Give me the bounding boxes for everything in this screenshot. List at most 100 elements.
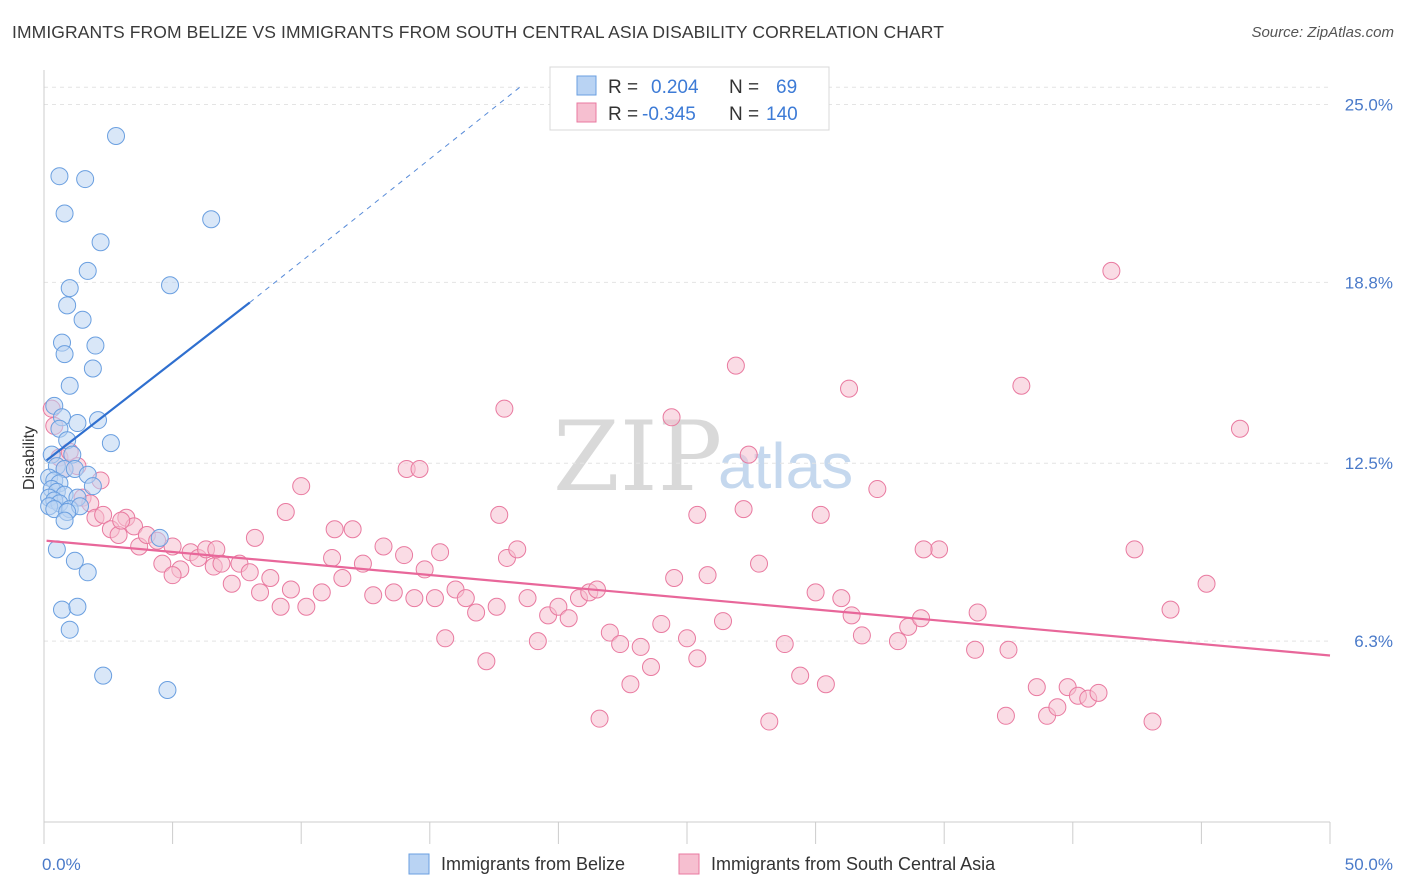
data-point-south-central-asia (600, 623, 619, 642)
y-tick-label: 6.3% (1354, 632, 1393, 651)
data-point-south-central-asia (276, 503, 295, 522)
series-south-central-asia (42, 261, 1249, 731)
data-point-south-central-asia (590, 709, 609, 728)
bottom-legend-label-south-central-asia: Immigrants from South Central Asia (711, 854, 996, 874)
data-point-south-central-asia (775, 635, 794, 654)
data-point-belize (68, 414, 87, 433)
legend-r-value-1: 0.204 (651, 77, 699, 98)
chart-title: IMMIGRANTS FROM BELIZE VS IMMIGRANTS FRO… (12, 22, 944, 42)
data-point-south-central-asia (495, 399, 514, 418)
data-point-belize (161, 276, 180, 295)
data-point-south-central-asia (760, 712, 779, 731)
data-point-south-central-asia (1143, 712, 1162, 731)
y-axis-label: Disability (21, 426, 38, 490)
data-point-south-central-asia (631, 637, 650, 656)
data-point-south-central-asia (968, 603, 987, 622)
legend-swatch-pink (576, 102, 597, 123)
data-point-south-central-asia (852, 626, 871, 645)
data-point-south-central-asia (842, 606, 861, 625)
data-point-south-central-asia (240, 563, 259, 582)
data-point-south-central-asia (163, 566, 182, 585)
trend-line-south-central-asia (46, 539, 1331, 657)
y-tick-label: 12.5% (1345, 454, 1393, 473)
data-point-south-central-asia (431, 543, 450, 562)
data-point-south-central-asia (374, 537, 393, 556)
data-point-south-central-asia (490, 505, 509, 524)
data-point-south-central-asia (714, 612, 733, 631)
data-point-south-central-asia (477, 652, 496, 671)
axes (43, 70, 1331, 844)
y-tick-label: 18.8% (1345, 273, 1393, 292)
data-point-south-central-asia (384, 583, 403, 602)
bottom-legend: Immigrants from Belize Immigrants from S… (408, 853, 996, 875)
data-point-south-central-asia (996, 706, 1015, 725)
x-tick-label-max: 50.0% (1345, 855, 1393, 874)
legend-n-value-2: 140 (766, 104, 798, 125)
data-point-belize (73, 310, 92, 329)
bottom-legend-swatch-south-central-asia (678, 853, 700, 875)
data-point-belize (55, 204, 74, 223)
data-point-south-central-asia (271, 597, 290, 616)
data-point-south-central-asia (425, 589, 444, 608)
data-point-south-central-asia (207, 540, 226, 559)
data-point-south-central-asia (343, 520, 362, 539)
data-point-south-central-asia (251, 583, 270, 602)
x-tick-label-min: 0.0% (42, 855, 81, 874)
data-point-belize (58, 296, 77, 315)
data-point-south-central-asia (868, 480, 887, 499)
data-point-south-central-asia (999, 640, 1018, 659)
legend-n-value-1: 69 (776, 77, 797, 98)
data-point-belize (60, 376, 79, 395)
data-point-south-central-asia (662, 408, 681, 427)
data-point-south-central-asia (1048, 698, 1067, 717)
data-point-south-central-asia (930, 540, 949, 559)
data-point-belize (158, 680, 177, 699)
data-point-south-central-asia (888, 632, 907, 651)
data-point-south-central-asia (1102, 261, 1121, 280)
data-point-south-central-asia (261, 569, 280, 588)
data-point-belize (53, 600, 72, 619)
tick-labels: 6.3% 12.5% 18.8% 25.0% 0.0% 50.0% (42, 95, 1393, 874)
data-point-belize (78, 261, 97, 280)
data-point-south-central-asia (281, 580, 300, 599)
data-point-south-central-asia (467, 603, 486, 622)
data-point-south-central-asia (528, 632, 547, 651)
data-point-south-central-asia (641, 658, 660, 677)
data-point-belize (101, 434, 120, 453)
data-point-south-central-asia (914, 540, 933, 559)
legend-r-label-2: R = (608, 104, 638, 125)
data-point-south-central-asia (840, 379, 859, 398)
data-point-south-central-asia (292, 477, 311, 496)
data-point-south-central-asia (436, 629, 455, 648)
data-point-south-central-asia (333, 569, 352, 588)
chart-source: Source: ZipAtlas.com (1251, 24, 1394, 41)
watermark-zip: ZIP (553, 401, 722, 513)
correlation-legend: R = 0.204 N = 69 R = -0.345 N = 140 (549, 66, 830, 131)
data-point-south-central-asia (966, 640, 985, 659)
trend-lines (45, 86, 1331, 657)
legend-swatch-blue (576, 75, 597, 96)
data-point-belize (78, 563, 97, 582)
data-point-south-central-asia (559, 609, 578, 628)
legend-n-label-1: N = (729, 77, 759, 98)
data-point-south-central-asia (245, 528, 264, 547)
data-point-south-central-asia (1027, 678, 1046, 697)
data-point-belize (86, 336, 105, 355)
data-point-south-central-asia (222, 574, 241, 593)
data-point-south-central-asia (678, 629, 696, 648)
data-point-south-central-asia (1089, 683, 1108, 702)
data-point-south-central-asia (153, 554, 172, 573)
y-tick-label: 25.0% (1345, 95, 1393, 114)
data-point-south-central-asia (410, 459, 429, 478)
data-point-south-central-asia (688, 505, 707, 524)
data-point-south-central-asia (549, 597, 568, 616)
data-point-south-central-asia (816, 675, 835, 694)
data-point-south-central-asia (312, 583, 331, 602)
data-point-south-central-asia (508, 540, 527, 559)
data-point-belize (65, 551, 84, 570)
series-belize (40, 127, 221, 699)
trend-line-belize (45, 301, 251, 462)
data-point-south-central-asia (811, 505, 830, 524)
data-point-belize (202, 210, 221, 229)
data-point-south-central-asia (726, 356, 745, 375)
